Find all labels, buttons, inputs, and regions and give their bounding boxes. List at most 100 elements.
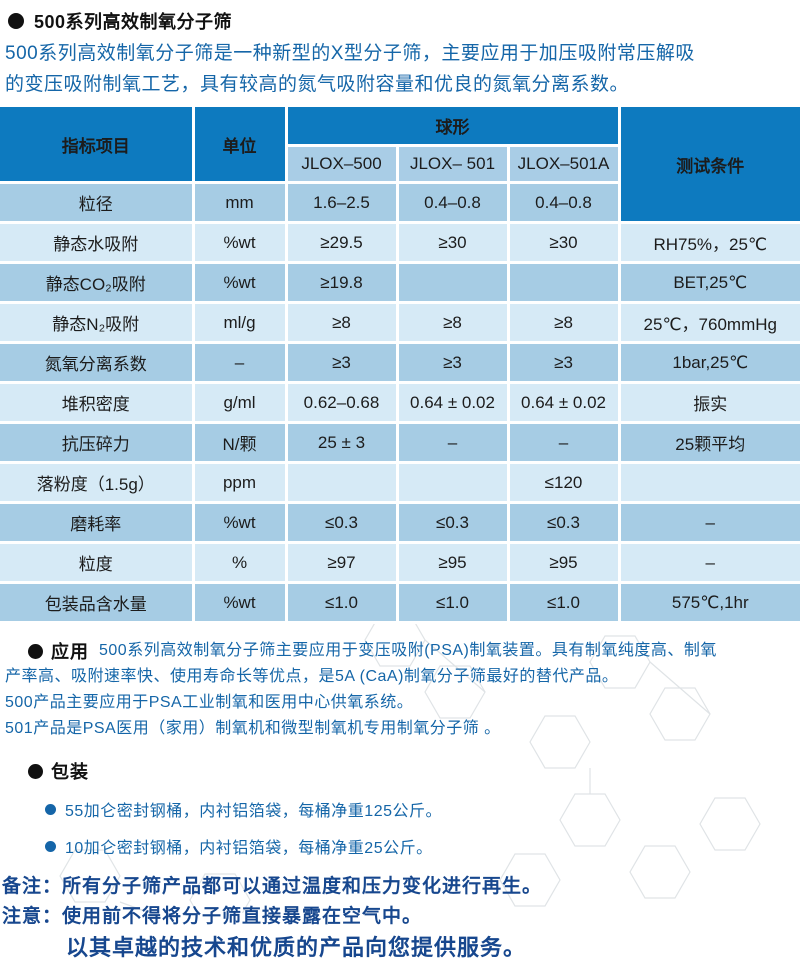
- cell-unit: %: [191, 541, 288, 584]
- cell-item: 抗压碎力: [0, 421, 195, 464]
- remark-line: 备注：所有分子筛产品都可以通过温度和压力变化进行再生。: [2, 876, 543, 897]
- cell-value: ≤1.0: [395, 581, 510, 624]
- cell-test: [617, 461, 800, 504]
- cell-value: ≤1.0: [284, 581, 399, 624]
- table-row: 粒径 mm 1.6–2.5 0.4–0.8 0.4–0.8: [0, 181, 800, 224]
- caution-line: 注意：使用前不得将分子筛直接暴露在空气中。: [2, 906, 423, 927]
- cell-item: 落粉度（1.5g）: [0, 461, 195, 504]
- cell-unit: mm: [191, 181, 288, 224]
- cell-value: ≤1.0: [506, 581, 621, 624]
- list-bullet-icon: [45, 803, 56, 815]
- cell-value: 0.62–0.68: [284, 381, 399, 424]
- application-line-2: 产率高、吸附速率快、使用寿命长等优点，是5A (CaA)制氧分子筛最好的替代产品…: [5, 668, 619, 685]
- section-bullet-icon: [28, 643, 43, 659]
- list-item: 55加仑密封钢桶，内衬铝箔袋，每桶净重125公斤。: [0, 797, 800, 821]
- cell-unit: N/颗: [191, 421, 288, 464]
- cell-item: 静态水吸附: [0, 221, 195, 264]
- cell-value: ≥3: [395, 341, 510, 384]
- table-row: 静态N₂吸附 ml/g ≥8 ≥8 ≥8 25℃，760mmHg: [0, 301, 800, 344]
- notes-section: 备注：所有分子筛产品都可以通过温度和压力变化进行再生。 注意：使用前不得将分子筛…: [0, 872, 800, 964]
- cell-item: 粒度: [0, 541, 195, 584]
- section-bullet-icon: [28, 763, 43, 779]
- cell-test: 1bar,25℃: [617, 341, 800, 384]
- cell-value: ≤120: [506, 461, 621, 504]
- cell-item: 粒径: [0, 181, 195, 224]
- cell-item: 静态N₂吸附: [0, 301, 195, 344]
- table-row: 静态CO₂吸附 %wt ≥19.8 BET,25℃: [0, 261, 800, 304]
- cell-value: [284, 461, 399, 504]
- table-row: 落粉度（1.5g） ppm ≤120: [0, 461, 800, 504]
- intro-paragraph: 500系列高效制氧分子筛是一种新型的X型分子筛，主要应用于加压吸附常压解吸 的变…: [0, 32, 800, 100]
- cell-item: 堆积密度: [0, 381, 195, 424]
- cell-test: 振实: [617, 381, 800, 424]
- cell-value: ≥97: [284, 541, 399, 584]
- table-row: 静态水吸附 %wt ≥29.5 ≥30 ≥30 RH75%，25℃: [0, 221, 800, 264]
- cell-item: 包装品含水量: [0, 581, 195, 624]
- cell-test: BET,25℃: [617, 261, 800, 304]
- cell-unit: %wt: [191, 501, 288, 544]
- cell-value: ≥95: [395, 541, 510, 584]
- header-unit: 单位: [191, 104, 288, 184]
- cell-value: ≤0.3: [506, 501, 621, 544]
- cell-value: ≥8: [395, 301, 510, 344]
- cell-value: 0.64 ± 0.02: [395, 381, 510, 424]
- slogan-line: 以其卓越的技术和优质的产品向您提供服务。: [66, 935, 527, 960]
- cell-value: ≥29.5: [284, 221, 399, 264]
- application-line-3: 500产品主要应用于PSA工业制氧和医用中心供氧系统。: [5, 694, 414, 711]
- packaging-header: 包装: [0, 758, 800, 784]
- table-header-row-1: 指标项目 单位 球形 测试条件: [0, 104, 800, 224]
- cell-test: RH75%，25℃: [617, 221, 800, 264]
- cell-unit: %wt: [191, 261, 288, 304]
- table-header-row-2: JLOX–500 JLOX– 501 JLOX–501A: [0, 144, 800, 184]
- cell-value: ≥8: [506, 301, 621, 344]
- cell-value: [395, 461, 510, 504]
- packaging-item-1: 55加仑密封钢桶，内衬铝箔袋，每桶净重125公斤。: [65, 803, 442, 820]
- cell-test: 25颗平均: [617, 421, 800, 464]
- spec-table: 指标项目 单位 球形 测试条件 JLOX–500 JLOX– 501 JLOX–…: [0, 104, 800, 624]
- header-shape: 球形: [284, 104, 621, 147]
- cell-test: –: [617, 541, 800, 584]
- cell-test: 575℃,1hr: [617, 581, 800, 624]
- cell-value: ≥30: [395, 221, 510, 264]
- application-section: 应用 500系列高效制氧分子筛主要应用于变压吸附(PSA)制氧装置。具有制氧纯度…: [0, 638, 800, 742]
- cell-item: 静态CO₂吸附: [0, 261, 195, 304]
- header-model-jlox-501a: JLOX–501A: [506, 144, 621, 184]
- application-line-4: 501产品是PSA医用（家用）制氧机和微型制氧机专用制氧分子筛 。: [5, 720, 501, 737]
- table-row: 抗压碎力 N/颗 25 ± 3 – – 25颗平均: [0, 421, 800, 464]
- cell-value: 1.6–2.5: [284, 181, 399, 224]
- cell-value: 0.4–0.8: [395, 181, 510, 224]
- cell-test: 25℃，760mmHg: [617, 301, 800, 344]
- cell-value: 0.4–0.8: [506, 181, 621, 224]
- cell-value: ≥3: [506, 341, 621, 384]
- cell-unit: ml/g: [191, 301, 288, 344]
- cell-unit: %wt: [191, 221, 288, 264]
- cell-value: ≥8: [284, 301, 399, 344]
- table-row: 磨耗率 %wt ≤0.3 ≤0.3 ≤0.3 –: [0, 501, 800, 544]
- header-item: 指标项目: [0, 104, 195, 184]
- cell-value: ≥3: [284, 341, 399, 384]
- application-header: 应用 500系列高效制氧分子筛主要应用于变压吸附(PSA)制氧装置。具有制氧纯度…: [0, 638, 800, 664]
- table-row: 粒度 % ≥97 ≥95 ≥95 –: [0, 541, 800, 584]
- table-row: 包装品含水量 %wt ≤1.0 ≤1.0 ≤1.0 575℃,1hr: [0, 581, 800, 624]
- application-label: 应用: [51, 642, 89, 662]
- packaging-item-2: 10加仑密封钢桶，内衬铝箔袋，每桶净重25公斤。: [65, 840, 433, 857]
- cell-value: –: [506, 421, 621, 464]
- cell-test: –: [617, 501, 800, 544]
- cell-unit: %wt: [191, 581, 288, 624]
- intro-line-2: 的变压吸附制氧工艺，具有较高的氮气吸附容量和优良的氮氧分离系数。: [5, 74, 630, 95]
- table-row: 氮氧分离系数 – ≥3 ≥3 ≥3 1bar,25℃: [0, 341, 800, 384]
- header-test-conditions: 测试条件: [617, 104, 800, 224]
- cell-value: [506, 261, 621, 304]
- packaging-label: 包装: [51, 762, 89, 782]
- cell-value: ≤0.3: [284, 501, 399, 544]
- header-model-jlox-501: JLOX– 501: [395, 144, 510, 184]
- cell-item: 磨耗率: [0, 501, 195, 544]
- header-model-jlox-500: JLOX–500: [286, 144, 399, 184]
- cell-unit: ppm: [191, 461, 288, 504]
- bullet-icon: [8, 13, 24, 29]
- table-row: 堆积密度 g/ml 0.62–0.68 0.64 ± 0.02 0.64 ± 0…: [0, 381, 800, 424]
- page-title: 500系列高效制氧分子筛: [34, 12, 233, 32]
- cell-value: [395, 261, 510, 304]
- packaging-section: 包装 55加仑密封钢桶，内衬铝箔袋，每桶净重125公斤。 10加仑密封钢桶，内衬…: [0, 758, 800, 858]
